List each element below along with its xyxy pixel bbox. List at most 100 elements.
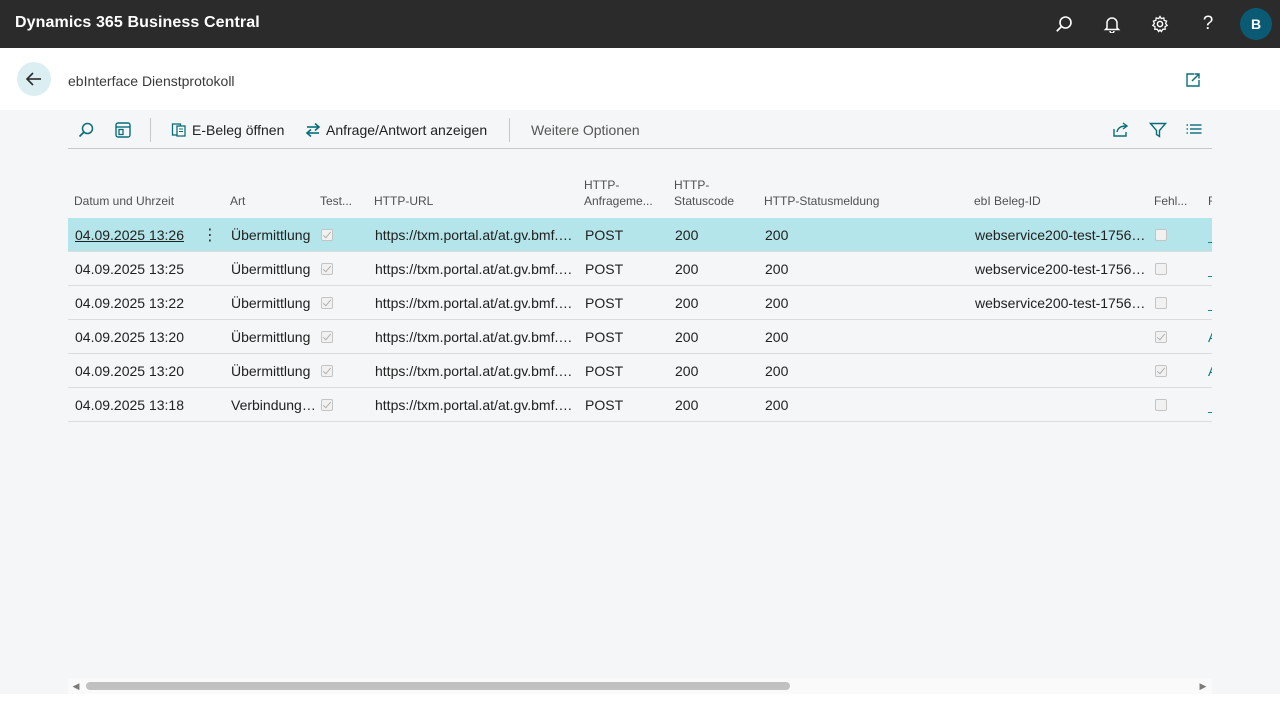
table-row[interactable]: 04.09.2025 13:22 Übermittlung https://txm.… (68, 286, 1212, 320)
cell-http-url[interactable]: https://txm.portal.at/at.gv.bmf.erb.test… (375, 227, 577, 243)
cell-http-method[interactable]: POST (585, 227, 624, 243)
column-header-document-id[interactable]: ebI Beleg-ID (974, 194, 1041, 208)
back-button[interactable] (17, 62, 51, 96)
cell-http-status-code[interactable]: 200 (675, 329, 699, 345)
share-icon[interactable] (1111, 120, 1131, 140)
filter-icon[interactable] (1148, 120, 1168, 140)
cell-http-method[interactable]: POST (585, 329, 624, 345)
test-checkbox (321, 331, 333, 343)
cell-http-status-code[interactable]: 200 (675, 295, 699, 311)
cell-document-id[interactable]: webservice200-test-1756984 (975, 295, 1149, 311)
test-checkbox (321, 263, 333, 275)
cell-art[interactable]: Übermittlung (231, 363, 311, 379)
cell-http-status-message[interactable]: 200 (765, 363, 789, 379)
app-title[interactable]: Dynamics 365 Business Central (15, 14, 260, 31)
cell-clipped[interactable]: _ (1208, 252, 1212, 286)
more-options-button[interactable]: Weitere Optionen (531, 122, 640, 138)
cell-http-status-message[interactable]: 200 (765, 397, 789, 413)
table-row[interactable]: 04.09.2025 13:20 Übermittlung https://txm.… (68, 320, 1212, 354)
table-row[interactable]: 04.09.2025 13:18 Verbindungstest https://t… (68, 388, 1212, 422)
arrow-left-icon (25, 72, 41, 86)
toolbar-divider (150, 118, 151, 142)
column-header-http-status-message[interactable]: HTTP-Statusmeldung (764, 194, 880, 208)
table-row[interactable]: 04.09.2025 13:25 Übermittlung https://txm.… (68, 252, 1212, 286)
help-icon[interactable]: ? (1202, 13, 1214, 34)
horizontal-scrollbar[interactable]: ◀ ▶ (68, 678, 1212, 694)
cell-http-url[interactable]: https://txm.portal.at/at.gv.bmf.erb.test… (375, 363, 577, 379)
show-request-response-button[interactable]: Anfrage/Antwort anzeigen (305, 112, 487, 148)
toolbar-divider (509, 118, 510, 142)
row-menu-icon[interactable]: ⋮ (202, 227, 218, 244)
cell-http-url[interactable]: https://txm.portal.at/at.gv.bmf.erb.test… (375, 397, 577, 413)
cell-datetime[interactable]: 04.09.2025 13:20 (75, 329, 184, 345)
cell-art[interactable]: Übermittlung (231, 295, 311, 311)
cell-art[interactable]: Übermittlung (231, 261, 311, 277)
cell-art[interactable]: Übermittlung (231, 329, 311, 345)
bell-icon[interactable] (1098, 10, 1126, 38)
cell-art[interactable]: Verbindungstest (231, 397, 317, 413)
cell-document-id[interactable] (975, 320, 1149, 354)
scroll-left-icon[interactable]: ◀ (72, 681, 80, 691)
cell-clipped[interactable]: _ (1208, 218, 1212, 252)
column-header-art[interactable]: Art (230, 194, 246, 208)
table-row[interactable]: 04.09.2025 13:20 Übermittlung https://txm.… (68, 354, 1212, 388)
cell-document-id[interactable] (975, 388, 1149, 422)
cell-http-status-message[interactable]: 200 (765, 227, 789, 243)
avatar[interactable]: B (1240, 8, 1272, 40)
edit-list-icon[interactable] (113, 120, 133, 140)
column-header-error[interactable]: Fehl... (1154, 194, 1188, 208)
cell-http-status-code[interactable]: 200 (675, 397, 699, 413)
cell-http-url[interactable]: https://txm.portal.at/at.gv.bmf.erb.test… (375, 329, 577, 345)
column-header-http-url[interactable]: HTTP-URL (374, 194, 434, 208)
open-new-window-icon[interactable] (1184, 71, 1202, 89)
cell-clipped[interactable]: A (1208, 354, 1212, 388)
table-row[interactable]: 04.09.2025 13:26 Übermittlung https://txm.… (68, 218, 1212, 252)
document-icon (171, 123, 186, 137)
cell-clipped[interactable]: A (1208, 320, 1212, 354)
cell-datetime[interactable]: 04.09.2025 13:22 (75, 295, 184, 311)
cell-http-status-message[interactable]: 200 (765, 261, 789, 277)
search-icon[interactable] (1050, 10, 1078, 38)
cell-clipped[interactable]: _ (1208, 286, 1212, 320)
list-view-icon[interactable] (1184, 120, 1204, 140)
column-header-http-method[interactable]: HTTP- Anfrageme... (584, 178, 653, 208)
cell-document-id[interactable]: webservice200-test-1756984 (975, 261, 1149, 277)
column-header-datetime[interactable]: Datum und Uhrzeit (74, 194, 175, 208)
cell-datetime[interactable]: 04.09.2025 13:20 (75, 363, 184, 379)
cell-http-method[interactable]: POST (585, 261, 624, 277)
cell-document-id[interactable]: webservice200-test-1756984 (975, 227, 1149, 243)
column-header-clipped[interactable]: F (1208, 194, 1212, 208)
cell-http-status-code[interactable]: 200 (675, 227, 699, 243)
search-list-icon[interactable] (76, 120, 96, 140)
cell-http-status-message[interactable]: 200 (765, 295, 789, 311)
open-document-button[interactable]: E-Beleg öffnen (171, 112, 284, 148)
test-checkbox (321, 297, 333, 309)
cell-clipped[interactable]: _ (1208, 388, 1212, 422)
scrollbar-thumb[interactable] (86, 682, 790, 690)
cell-document-id[interactable] (975, 354, 1149, 388)
gear-icon[interactable] (1146, 10, 1174, 38)
cell-http-method[interactable]: POST (585, 397, 624, 413)
error-checkbox (1155, 365, 1167, 377)
cell-http-status-code[interactable]: 200 (675, 261, 699, 277)
cell-http-method[interactable]: POST (585, 363, 624, 379)
cell-art[interactable]: Übermittlung (231, 227, 311, 243)
error-checkbox (1155, 297, 1167, 309)
cell-http-url[interactable]: https://txm.portal.at/at.gv.bmf.erb.test… (375, 261, 577, 277)
error-checkbox (1155, 399, 1167, 411)
column-header-http-status-code[interactable]: HTTP- Statuscode (674, 178, 735, 208)
cell-http-status-message[interactable]: 200 (765, 329, 789, 345)
log-table: Datum und Uhrzeit Art Test... HTTP-URL H… (68, 170, 1212, 422)
show-request-response-label: Anfrage/Antwort anzeigen (326, 122, 488, 138)
cell-http-url[interactable]: https://txm.portal.at/at.gv.bmf.erb.test… (375, 295, 577, 311)
cell-http-method[interactable]: POST (585, 295, 624, 311)
page-title: ebInterface Dienstprotokoll (68, 73, 235, 89)
cell-datetime[interactable]: 04.09.2025 13:26 (75, 227, 184, 243)
cell-http-status-code[interactable]: 200 (675, 363, 699, 379)
action-bar: E-Beleg öffnen Anfrage/Antwort anzeigen … (68, 112, 1212, 149)
cell-datetime[interactable]: 04.09.2025 13:18 (75, 397, 184, 413)
cell-datetime[interactable]: 04.09.2025 13:25 (75, 261, 184, 277)
test-checkbox (321, 229, 333, 241)
scroll-right-icon[interactable]: ▶ (1199, 681, 1207, 691)
column-header-test[interactable]: Test... (320, 194, 353, 208)
